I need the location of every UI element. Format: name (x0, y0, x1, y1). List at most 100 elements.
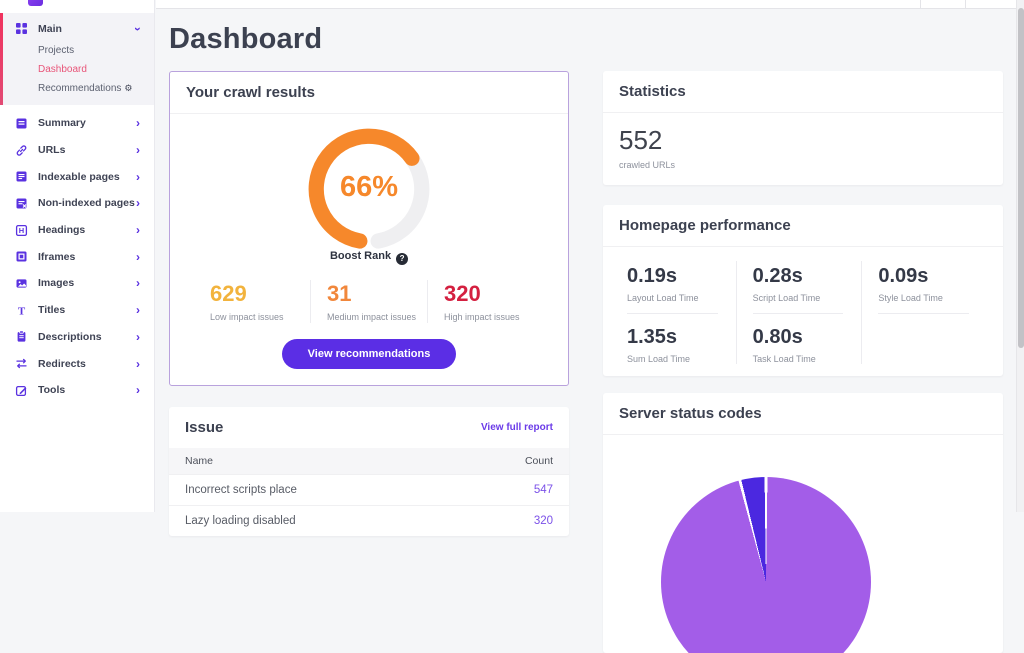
help-icon[interactable]: ? (396, 252, 409, 265)
column-header-count: Count (524, 454, 553, 467)
scrollbar-thumb[interactable] (1018, 8, 1024, 348)
crawled-urls-label: crawled URLs (619, 160, 676, 170)
chevron-right-icon: › (136, 223, 140, 238)
sidebar-subitem-dashboard[interactable]: Dashboard (0, 60, 154, 79)
metric-label: Layout Load Time (627, 293, 718, 314)
subitem-label: Recommendations (38, 83, 122, 94)
crawl-score-gauge: 66% (308, 128, 430, 250)
metric-label: Sum Load Time (627, 354, 691, 364)
sidebar-item-redirects[interactable]: Redirects › (0, 350, 154, 377)
sidebar-item-titles[interactable]: T Titles › (0, 297, 154, 324)
top-bar (156, 0, 1016, 9)
gear-icon: ⚙ (124, 83, 133, 93)
link-icon (15, 144, 28, 157)
issue-table-header: Name Count (169, 447, 569, 474)
titles-icon: T (15, 304, 28, 317)
sidebar-item-label: Headings (38, 224, 86, 237)
sidebar-item-label: URLs (38, 144, 66, 157)
metric-label: Script Load Time (752, 293, 844, 314)
statistics-title: Statistics (603, 71, 1003, 113)
issue-name: Incorrect scripts place (185, 483, 297, 496)
metric-style-load-time: 0.09s Style Load Time (878, 261, 983, 314)
issue-card-title: Issue (185, 418, 224, 436)
sidebar-item-indexable-pages[interactable]: Indexable pages › (0, 163, 154, 190)
crawl-results-title: Your crawl results (170, 72, 568, 114)
server-status-pie-chart (661, 477, 871, 653)
sidebar-item-iframes[interactable]: Iframes › (0, 243, 154, 270)
sidebar-item-label: Descriptions (38, 330, 102, 343)
chevron-right-icon: › (136, 196, 140, 211)
metric-label: Task Load Time (752, 354, 816, 364)
view-recommendations-button[interactable]: View recommendations (281, 338, 457, 369)
impact-stat-value: 31 (327, 280, 352, 306)
sidebar-item-summary[interactable]: Summary › (0, 110, 154, 137)
sidebar-item-label: Titles (38, 304, 66, 317)
issue-count-link[interactable]: 547 (533, 483, 553, 496)
vertical-scrollbar[interactable] (1016, 0, 1024, 512)
sidebar-subitem-recommendations[interactable]: Recommendations ⚙ (0, 79, 154, 98)
page-title: Dashboard (169, 23, 323, 55)
tools-icon (15, 384, 28, 397)
images-icon (15, 277, 28, 290)
metric-task-load-time: 0.80s Task Load Time (753, 322, 858, 364)
column-header-name: Name (185, 454, 214, 467)
impact-stat-high-impact-issues: 320 High impact issues (427, 279, 544, 323)
sidebar-subitem-projects[interactable]: Projects (0, 41, 154, 60)
gauge-chart (308, 128, 430, 249)
server-status-codes-card: Server status codes (603, 393, 1003, 653)
performance-column: 0.19s Layout Load Time 1.35s Sum Load Time (619, 261, 736, 364)
sidebar-item-label: Tools (38, 384, 66, 397)
server-status-codes-title: Server status codes (603, 393, 1003, 435)
sidebar-item-label: Images (38, 277, 75, 290)
iframes-icon (15, 250, 28, 263)
svg-text:H: H (19, 226, 24, 235)
performance-column: 0.09s Style Load Time (861, 261, 987, 364)
sidebar-group-main-header[interactable]: Main › (0, 18, 154, 41)
impact-stat-medium-impact-issues: 31 Medium impact issues (310, 279, 427, 323)
sidebar-item-non-indexed-pages[interactable]: Non-indexed pages › (0, 190, 154, 217)
metric-value: 0.80s (752, 326, 803, 348)
issue-name: Lazy loading disabled (185, 514, 296, 527)
sidebar-item-images[interactable]: Images › (0, 270, 154, 297)
performance-column: 0.28s Script Load Time 0.80s Task Load Time (735, 261, 862, 364)
redirects-icon (15, 357, 28, 370)
impact-stats-row: 629 Low impact issues 31 Medium impact issu… (194, 279, 544, 323)
chevron-right-icon: › (136, 249, 140, 264)
view-full-report-link[interactable]: View full report (480, 421, 553, 433)
sidebar-item-label: Redirects (38, 357, 86, 370)
sidebar-item-tools[interactable]: Tools › (0, 377, 154, 404)
sidebar-nav: Summary › URLs › Indexable pages › Non-indexed… (0, 110, 154, 404)
chevron-right-icon: › (136, 383, 140, 398)
statistics-card: Statistics 552 crawled URLs (603, 71, 1003, 185)
metric-value: 0.19s (627, 265, 678, 287)
app-logo[interactable] (28, 0, 43, 6)
metric-value: 1.35s (627, 326, 678, 348)
impact-stat-label: High impact issues (444, 311, 520, 322)
sidebar-item-descriptions[interactable]: Descriptions › (0, 324, 154, 351)
metric-value: 0.28s (752, 265, 803, 287)
sidebar-group-main: Main › Projects Dashboard Recommendations ⚙ (0, 13, 154, 105)
sidebar-item-urls[interactable]: URLs › (0, 137, 154, 164)
non-indexed-pages-icon (15, 197, 28, 210)
issue-card: Issue View full report Name Count Incorr… (169, 406, 569, 536)
headings-icon: H (15, 224, 28, 237)
metric-label: Style Load Time (878, 293, 970, 314)
boost-rank-label: Boost Rank? (186, 250, 552, 265)
sidebar-item-headings[interactable]: H Headings › (0, 217, 154, 244)
sidebar-item-label: Iframes (38, 250, 76, 263)
impact-stat-label: Low impact issues (210, 311, 284, 322)
impact-stat-low-impact-issues: 629 Low impact issues (194, 280, 310, 323)
metric-value: 0.09s (878, 265, 929, 287)
issue-row-lazy-loading-disabled: Lazy loading disabled 320 (169, 504, 569, 536)
metric-layout-load-time: 0.19s Layout Load Time (627, 261, 732, 314)
chevron-down-icon[interactable]: › (131, 26, 145, 31)
sidebar-item-label: Summary (38, 117, 86, 130)
subitem-label: Projects (38, 45, 75, 56)
issue-count-link[interactable]: 320 (533, 514, 553, 527)
homepage-performance-title: Homepage performance (603, 205, 1003, 247)
grid-icon (15, 22, 28, 35)
descriptions-icon (15, 330, 28, 343)
sidebar-item-label: Non-indexed pages (38, 197, 135, 210)
crawl-results-card: Your crawl results 66% Boost Rank? 629 Lo… (169, 71, 569, 386)
chevron-right-icon: › (136, 169, 140, 184)
